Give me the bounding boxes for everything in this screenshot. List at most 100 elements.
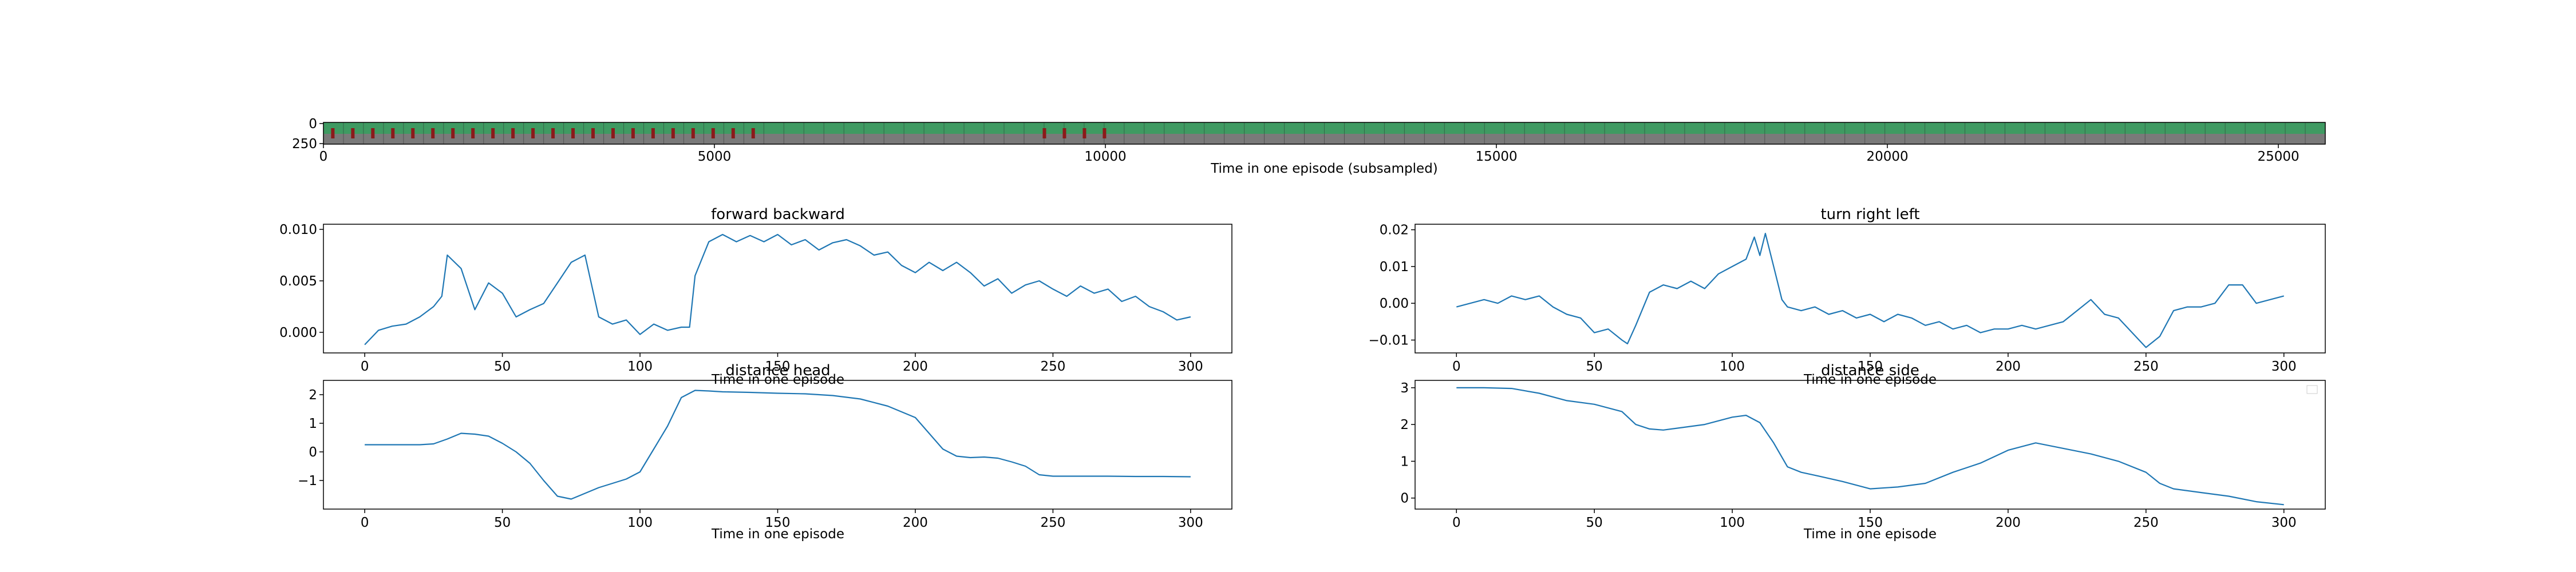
axes-frame (1415, 380, 2326, 510)
x-tick-label: 300 (2271, 359, 2297, 374)
x-tick-label: 300 (1178, 359, 1203, 374)
distance-side-chart: distance side Time in one episode 0 50 100… (1400, 362, 2326, 542)
x-tick-label: 150 (1858, 359, 1883, 374)
x-tick-label: 100 (627, 515, 653, 530)
strip-red-marker (451, 128, 455, 138)
strip-red-marker (691, 128, 695, 138)
strip-red-marker (611, 128, 615, 138)
x-tick-label: 100 (1720, 359, 1745, 374)
x-tick-label: 250 (2134, 515, 2159, 530)
y-tick-label: 0.010 (279, 223, 317, 237)
x-tick-label: 5000 (698, 149, 732, 164)
y-tick-label: 0.005 (279, 274, 317, 289)
chart-title: distance side (1821, 362, 1919, 379)
x-tick-label: 0 (361, 359, 369, 374)
empty-legend-box (2306, 385, 2318, 394)
y-tick-label: 1 (309, 416, 317, 431)
x-tick-label: 200 (903, 515, 928, 530)
x-tick-label: 50 (494, 359, 511, 374)
x-tick-label: 250 (2134, 359, 2159, 374)
strip-red-marker (711, 128, 715, 138)
y-tick-label: −0.01 (1369, 333, 1409, 348)
x-tick-label: 200 (903, 359, 928, 374)
axes-frame (323, 380, 1232, 510)
x-tick-label: 0 (361, 515, 369, 530)
x-tick-label: 15000 (1475, 149, 1517, 164)
y-tick-label: 0.00 (1380, 296, 1409, 311)
y-tick-label: 0 (309, 117, 317, 132)
strip-border (323, 122, 2326, 145)
strip-red-marker (391, 128, 395, 138)
x-axis-label: Time in one episode (1803, 372, 1937, 387)
x-tick-label: 200 (1996, 515, 2021, 530)
forward-backward-chart: forward backward Time in one episode 0 50… (279, 206, 1232, 387)
y-tick-label: 0.02 (1380, 223, 1409, 238)
x-tick-label: 0 (1452, 515, 1461, 530)
chart-title: turn right left (1820, 206, 1919, 223)
turn-right-left-chart: turn right left Time in one episode 0 50 1… (1369, 206, 2326, 387)
chart-title: distance head (725, 362, 830, 379)
y-tick-label: 2 (1400, 418, 1409, 432)
x-tick-label: 150 (765, 515, 791, 530)
y-tick-label: 0.000 (279, 325, 317, 340)
strip-red-marker (471, 128, 475, 138)
x-tick-label: 250 (1040, 359, 1065, 374)
axes-frame (1415, 224, 2326, 353)
x-tick-label: 300 (2271, 515, 2297, 530)
distance-head-chart: distance head Time in one episode 0 50 100… (298, 362, 1232, 542)
x-axis-label: Time in one episode (1803, 527, 1937, 542)
strip-red-marker (551, 128, 555, 138)
x-tick-label: 10000 (1084, 149, 1126, 164)
y-tick-label: 3 (1400, 381, 1409, 396)
series-line (1456, 233, 2284, 348)
strip-red-marker (331, 128, 335, 138)
x-axis-label: Time in one episode (711, 372, 844, 387)
x-tick-label: 150 (765, 359, 791, 374)
strip-red-marker (591, 128, 595, 138)
strip-red-marker (631, 128, 635, 138)
x-tick-label: 25000 (2257, 149, 2299, 164)
strip-red-marker (651, 128, 655, 138)
x-tick-label: 0 (1452, 359, 1461, 374)
strip-red-marker (511, 128, 515, 138)
series-line (1456, 387, 2284, 506)
y-tick-label: 250 (292, 137, 317, 152)
strip-red-marker (531, 128, 535, 138)
axes-frame (323, 224, 1232, 353)
x-axis-label: Time in one episode (711, 527, 844, 542)
y-tick-label: 2 (309, 388, 317, 403)
strip-red-marker (1062, 128, 1066, 138)
strip-x-axis-label: Time in one episode (subsampled) (1210, 161, 1438, 176)
y-tick-label: 0 (309, 445, 317, 460)
x-tick-label: 300 (1178, 515, 1203, 530)
y-tick-label: 0.01 (1380, 260, 1409, 275)
x-tick-label: 150 (1858, 515, 1883, 530)
strip-red-marker (1042, 128, 1046, 138)
strip-red-marker (491, 128, 495, 138)
x-tick-label: 100 (627, 359, 653, 374)
strip-red-marker (731, 128, 735, 138)
series-line (364, 233, 1191, 345)
x-tick-label: 200 (1996, 359, 2021, 374)
y-tick-label: 0 (1400, 491, 1409, 506)
y-tick-label: 1 (1400, 454, 1409, 469)
x-tick-label: 0 (319, 149, 328, 164)
x-tick-label: 250 (1040, 515, 1065, 530)
strip-red-marker (1082, 128, 1086, 138)
x-tick-label: 50 (1586, 515, 1603, 530)
series-line (365, 390, 1191, 500)
chart-title: forward backward (711, 206, 845, 223)
x-tick-label: 100 (1720, 515, 1745, 530)
strip-red-marker (1103, 128, 1107, 138)
strip-red-marker (351, 128, 355, 138)
strip-red-marker (371, 128, 375, 138)
x-tick-label: 50 (1586, 359, 1603, 374)
strip-red-marker (751, 128, 755, 138)
strip-red-marker (431, 128, 435, 138)
x-tick-label: 20000 (1866, 149, 1908, 164)
y-tick-label: −1 (298, 474, 317, 488)
x-tick-label: 50 (494, 515, 511, 530)
strip-red-marker (411, 128, 415, 138)
